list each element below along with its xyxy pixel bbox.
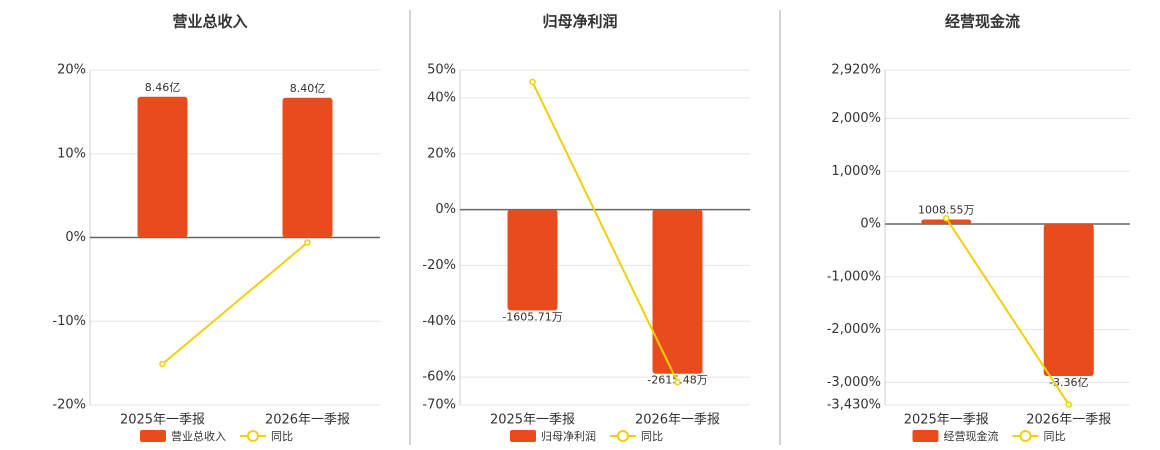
line-point	[943, 214, 950, 222]
line	[161, 241, 309, 365]
y-tick-label: -10%	[52, 314, 86, 329]
legend-swatch	[1019, 430, 1032, 442]
data-label: -1605.71万	[502, 310, 562, 323]
y-tick-label: -40%	[422, 314, 456, 329]
y-tick-label: 20%	[427, 146, 456, 161]
y-tick-label: -2,000%	[827, 322, 881, 337]
y-tick-label: 2,920%	[831, 63, 881, 78]
bar	[282, 97, 333, 238]
data-label: 8.46亿	[145, 81, 181, 94]
legend-swatch	[247, 430, 259, 442]
bar	[137, 96, 188, 238]
y-tick-label: 10%	[57, 146, 86, 161]
legend-swatch	[140, 430, 166, 442]
bar	[1043, 224, 1094, 377]
chart-title: 归母净利润	[542, 13, 617, 31]
y-tick-label: 0%	[65, 230, 86, 245]
line-point	[1065, 401, 1072, 408]
x-tick-label: 2026年一季报	[635, 413, 720, 428]
y-tick-label: -60%	[422, 370, 456, 385]
line-point	[159, 360, 166, 368]
legend-label: 同比	[1044, 430, 1066, 443]
legend-swatch	[617, 430, 629, 442]
y-tick-label: -20%	[52, 398, 86, 413]
y-tick-label: 0%	[860, 217, 881, 232]
y-tick-label: -1,000%	[827, 269, 881, 284]
y-tick-label: -3,430%	[827, 398, 881, 413]
y-tick-label: -20%	[422, 258, 456, 273]
bar	[652, 209, 703, 374]
bar	[921, 219, 972, 225]
data-label: 8.40亿	[290, 82, 326, 95]
legend-label: 同比	[271, 430, 293, 443]
y-tick-label: 2,000%	[831, 111, 881, 126]
x-tick-label: 2026年一季报	[1026, 413, 1111, 428]
x-tick-label: 2025年一季报	[120, 413, 205, 428]
line	[945, 217, 1070, 406]
data-label: -3.36亿	[1049, 376, 1088, 389]
y-tick-label: 40%	[427, 90, 456, 105]
y-tick-label: -3,000%	[827, 375, 881, 390]
line-point	[674, 378, 681, 386]
line-point	[304, 239, 311, 246]
legend-label: 同比	[641, 430, 663, 443]
line-point	[529, 78, 536, 86]
bar	[507, 209, 558, 311]
legend-swatch	[912, 430, 939, 442]
x-tick-label: 2025年一季报	[490, 413, 575, 428]
y-tick-label: 1,000%	[831, 164, 881, 179]
y-tick-label: -70%	[422, 398, 456, 413]
data-label: 1008.55万	[918, 203, 975, 216]
x-tick-label: 2026年一季报	[265, 413, 350, 428]
y-tick-label: 50%	[427, 63, 456, 78]
legend-label: 归母净利润	[541, 429, 596, 443]
y-tick-label: 0%	[435, 202, 456, 217]
chart-title: 经营现金流	[945, 13, 1020, 31]
legend-label: 经营现金流	[944, 429, 999, 443]
line	[531, 81, 679, 383]
x-tick-label: 2025年一季报	[904, 413, 989, 428]
chart-title: 营业总收入	[172, 13, 247, 31]
legend-label: 营业总收入	[171, 429, 226, 443]
legend-swatch	[510, 430, 536, 442]
y-tick-label: 20%	[57, 63, 86, 78]
